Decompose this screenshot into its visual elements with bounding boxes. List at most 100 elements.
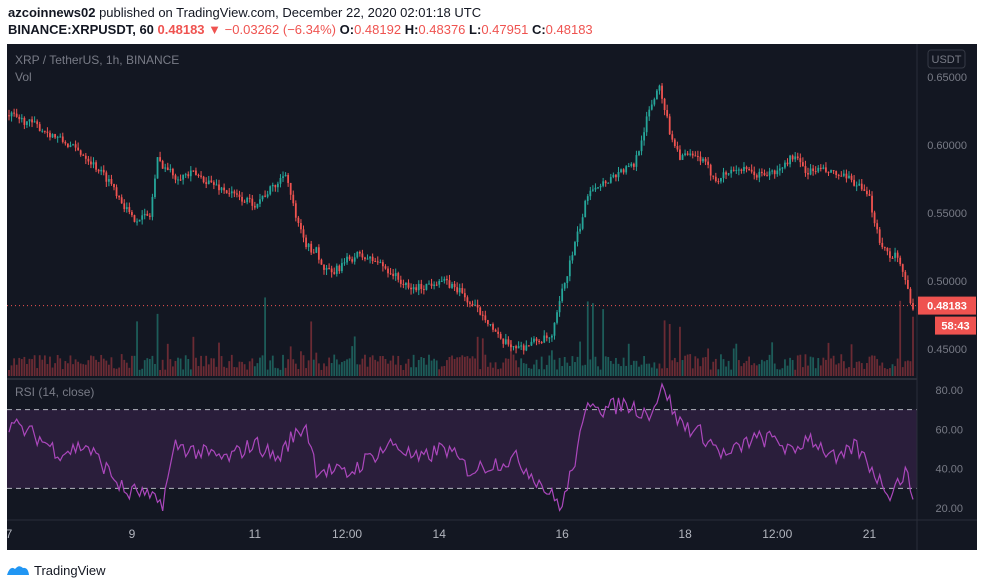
candle [909, 288, 912, 304]
candle [586, 196, 589, 201]
volume-bar [228, 361, 231, 376]
candle [215, 184, 218, 186]
rsi-pane[interactable]: RSI (14, close) [7, 382, 917, 512]
candle [51, 134, 54, 138]
volume-bar [333, 354, 336, 376]
candle [335, 265, 338, 274]
candle [110, 179, 113, 184]
time-axis[interactable]: 7 9 11 12:00 14 16 18 12:00 21 [6, 527, 877, 541]
volume-bar [451, 355, 453, 376]
price-tick-label: 0.50000 [927, 276, 967, 288]
candle [251, 198, 254, 206]
candle [394, 273, 397, 277]
candle [484, 315, 487, 321]
rsi-axis[interactable]: 80.00 60.00 40.00 20.00 [935, 385, 963, 515]
volume-bar [548, 355, 551, 376]
candle [192, 170, 195, 172]
currency-badge[interactable] [927, 49, 966, 69]
candle [15, 113, 18, 117]
candle [676, 146, 679, 150]
last-price-badge [918, 296, 976, 315]
volume-bar [448, 356, 451, 376]
volume-bar [195, 357, 197, 376]
volume-bar [453, 358, 456, 376]
price-axis[interactable]: 0.48183 58:43 0.65000 0.60000 0.55000 0.50000… [918, 72, 976, 356]
candle [300, 222, 302, 230]
volume-bar [425, 364, 428, 376]
candle [819, 167, 822, 169]
candle [356, 251, 359, 258]
candle [599, 185, 602, 188]
candle [497, 331, 500, 334]
candle [901, 264, 904, 272]
volume-bar [141, 368, 144, 376]
candle [791, 155, 794, 160]
volume-bar [125, 362, 128, 376]
candle [604, 181, 607, 184]
volume-bar [143, 360, 146, 376]
volume-bar [310, 321, 313, 376]
candle [323, 264, 325, 270]
volume-bar [338, 364, 341, 376]
volume-bar [381, 356, 384, 376]
candle [420, 283, 423, 290]
candle [307, 243, 310, 248]
volume-bar [484, 354, 487, 376]
volume-bar [133, 355, 136, 376]
chart-container[interactable]: XRP / TetherUS, 1h, BINANCE Vol USDT RSI… [6, 44, 977, 550]
chart-svg[interactable]: XRP / TetherUS, 1h, BINANCE Vol USDT RSI… [6, 44, 977, 550]
ohlc-summary: BINANCE:XRPUSDT, 60 0.48183 ▼ −0.03262 (… [8, 22, 593, 37]
volume-bar [156, 313, 159, 376]
candle [743, 166, 745, 171]
candle [440, 280, 443, 282]
candle [200, 175, 202, 177]
candle [579, 228, 581, 232]
volume-bar [597, 366, 599, 376]
candle [602, 181, 605, 186]
published-text: published on TradingView.com, December 2… [99, 5, 482, 20]
volume-bar [356, 364, 359, 376]
volume-bar [151, 355, 154, 376]
volume-bar [320, 369, 323, 376]
candle [827, 171, 830, 173]
candle [346, 256, 348, 263]
candle [863, 189, 866, 191]
volume-bar [407, 358, 410, 376]
volume-bar [458, 357, 461, 376]
volume-bar [312, 359, 315, 376]
volume-bar [533, 364, 535, 376]
candle [486, 320, 489, 325]
volume-bar [376, 361, 379, 376]
volume-bar [581, 365, 584, 376]
candle [494, 329, 497, 332]
volume-bar [689, 354, 692, 376]
volume-bar [748, 356, 751, 376]
candle [597, 187, 599, 189]
candle [740, 169, 743, 171]
candle [46, 131, 49, 133]
volume-bar [169, 359, 172, 376]
volume-bar [492, 367, 494, 376]
price-pane[interactable]: XRP / TetherUS, 1h, BINANCE Vol USDT [7, 49, 966, 376]
candle [26, 121, 28, 125]
rsi-line [8, 382, 914, 512]
volume-bar [842, 361, 845, 376]
rsi-title: RSI (14, close) [15, 385, 94, 399]
volume-bar [136, 321, 138, 376]
volume-bar [535, 359, 538, 376]
candle [49, 132, 51, 138]
candle [814, 171, 817, 173]
candle [220, 187, 223, 191]
volume-bar [796, 355, 799, 376]
candle [282, 176, 284, 178]
candle [481, 314, 484, 316]
candle [732, 169, 735, 171]
candle [612, 174, 615, 178]
volume-bar [440, 366, 443, 376]
candle [374, 260, 377, 262]
volume-bar [589, 359, 592, 376]
volume-bar [699, 366, 702, 376]
volume-bar [110, 357, 113, 376]
volume-bar [894, 366, 896, 376]
volume-bar [348, 358, 351, 376]
